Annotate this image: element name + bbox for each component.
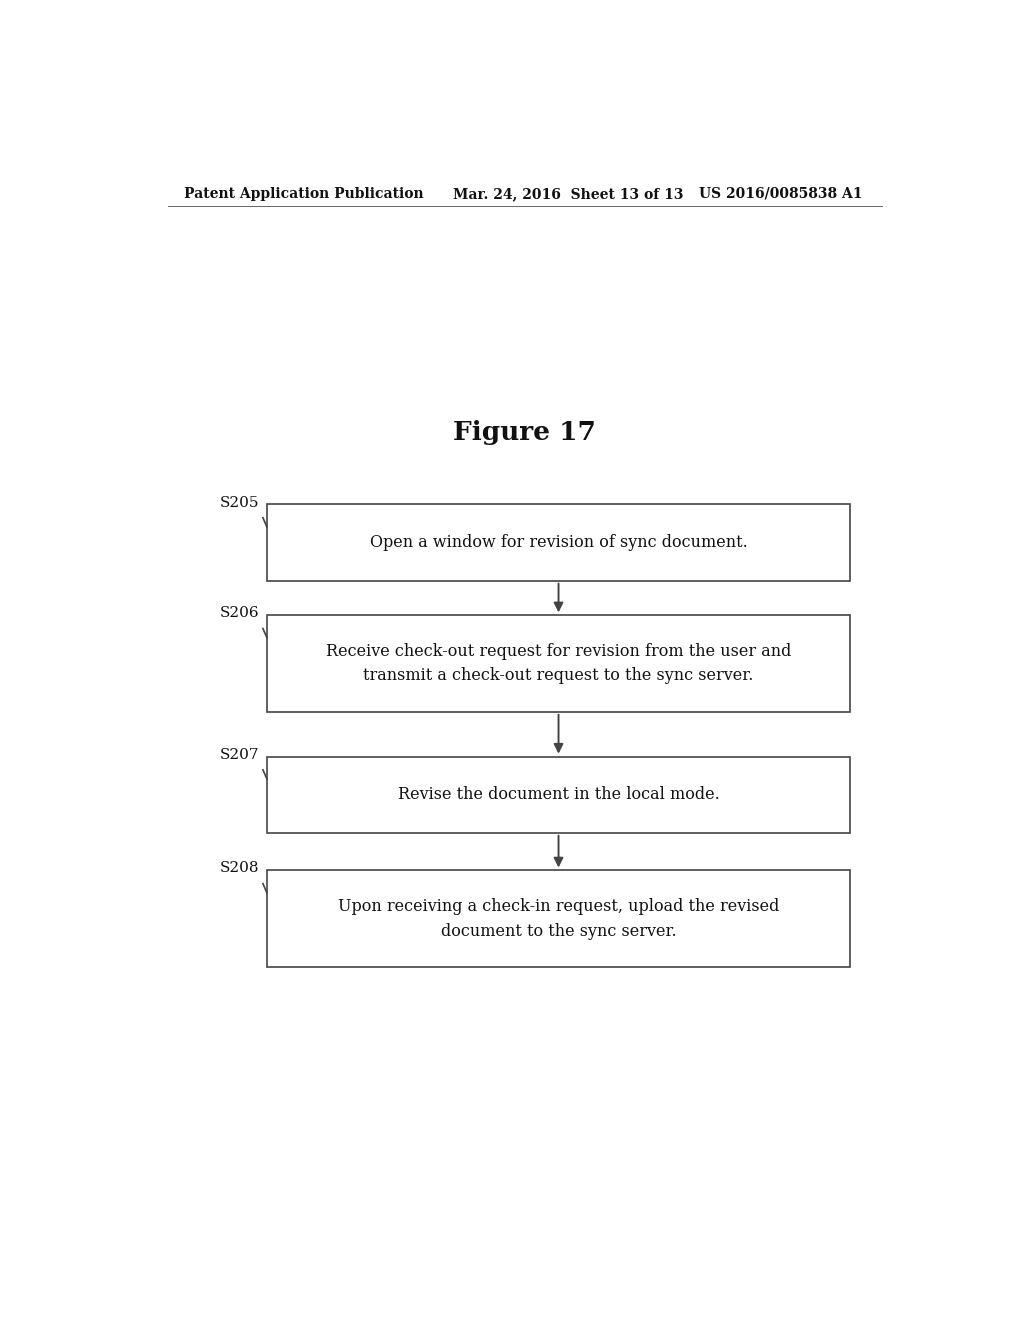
Text: S208: S208: [219, 862, 259, 875]
Text: Patent Application Publication: Patent Application Publication: [183, 187, 423, 201]
Text: S205: S205: [219, 495, 259, 510]
Text: Figure 17: Figure 17: [454, 420, 596, 445]
Text: Mar. 24, 2016  Sheet 13 of 13: Mar. 24, 2016 Sheet 13 of 13: [454, 187, 684, 201]
Text: S207: S207: [219, 747, 259, 762]
Text: S206: S206: [219, 606, 259, 620]
Text: Revise the document in the local mode.: Revise the document in the local mode.: [397, 787, 720, 803]
Bar: [267, 615, 850, 711]
Text: Open a window for revision of sync document.: Open a window for revision of sync docum…: [370, 535, 748, 550]
Text: Receive check-out request for revision from the user and
transmit a check-out re: Receive check-out request for revision f…: [326, 643, 792, 685]
Bar: [267, 870, 850, 968]
Bar: [267, 756, 850, 833]
Text: Upon receiving a check-in request, upload the revised
document to the sync serve: Upon receiving a check-in request, uploa…: [338, 898, 779, 940]
Text: US 2016/0085838 A1: US 2016/0085838 A1: [699, 187, 863, 201]
Bar: [267, 504, 850, 581]
